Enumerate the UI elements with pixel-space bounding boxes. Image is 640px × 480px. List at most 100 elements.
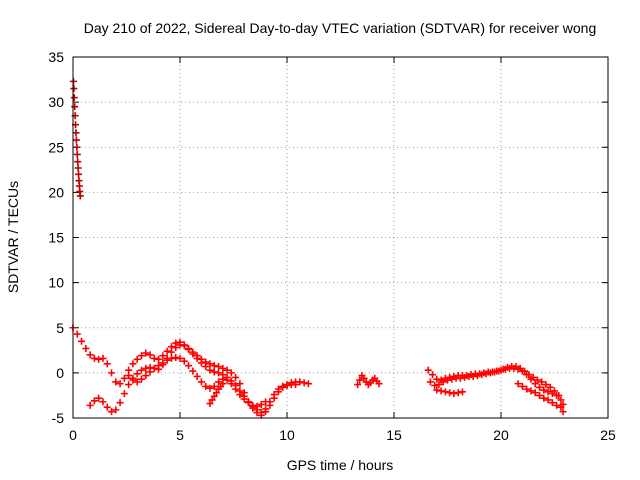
data-point	[279, 382, 287, 390]
data-point	[227, 369, 235, 377]
data-point	[426, 378, 434, 386]
data-point	[82, 345, 90, 353]
data-point	[433, 375, 441, 383]
data-point	[544, 396, 552, 404]
data-point	[103, 360, 111, 368]
data-point	[86, 351, 94, 359]
data-point	[456, 374, 464, 382]
x-tick-label: 20	[493, 427, 509, 443]
data-point	[503, 363, 511, 371]
data-point	[146, 368, 154, 376]
data-point	[197, 378, 205, 386]
data-point	[189, 350, 197, 358]
data-point	[72, 129, 80, 137]
data-point	[431, 382, 439, 390]
data-point	[95, 394, 103, 402]
data-point	[557, 396, 565, 404]
data-point	[437, 387, 445, 395]
data-point	[202, 382, 210, 390]
data-point	[512, 363, 520, 371]
data-point	[514, 380, 522, 388]
data-point	[137, 352, 145, 360]
series-track-c	[125, 354, 270, 410]
data-point	[529, 373, 537, 381]
x-tick-label: 15	[386, 427, 402, 443]
data-point	[223, 366, 231, 374]
data-point	[159, 359, 167, 367]
data-point	[544, 388, 552, 396]
y-tick-label: 20	[48, 184, 64, 200]
data-point	[155, 355, 163, 363]
data-point	[70, 85, 78, 93]
data-point	[553, 401, 561, 409]
data-point	[76, 192, 84, 200]
data-point	[516, 364, 524, 372]
chart-title: Day 210 of 2022, Sidereal Day-to-day VTE…	[84, 20, 597, 36]
data-point	[523, 385, 531, 393]
data-point	[193, 372, 201, 380]
data-point	[433, 386, 441, 394]
data-point	[206, 384, 214, 392]
data-point	[129, 376, 137, 384]
plot-frame	[72, 56, 609, 419]
series-early-spike	[69, 77, 84, 200]
y-tick-label: 10	[48, 275, 64, 291]
data-point	[300, 379, 308, 387]
x-tick-label: 25	[600, 427, 616, 443]
data-point	[137, 375, 145, 383]
series-track-f	[426, 363, 563, 399]
data-point	[159, 352, 167, 360]
data-point	[473, 372, 481, 380]
data-point	[185, 345, 193, 353]
data-point	[167, 348, 175, 356]
data-point	[150, 354, 158, 362]
series-track-h	[514, 380, 567, 411]
data-point	[142, 364, 150, 372]
x-tick-label: 0	[69, 427, 77, 443]
data-point	[469, 372, 477, 380]
data-point	[253, 402, 261, 410]
series-track-d	[206, 380, 227, 408]
y-tick-label: -5	[52, 410, 65, 426]
data-point	[249, 401, 257, 409]
data-point	[74, 158, 82, 166]
data-point	[486, 369, 494, 377]
data-point	[71, 103, 79, 111]
data-point	[429, 371, 437, 379]
data-point	[90, 397, 98, 405]
data-point	[283, 382, 291, 390]
data-point	[215, 378, 223, 386]
grid	[73, 57, 608, 418]
data-point	[232, 385, 240, 393]
data-point	[304, 380, 312, 388]
data-point	[189, 367, 197, 375]
data-point	[210, 362, 218, 370]
data-point	[458, 388, 466, 396]
data-point	[215, 363, 223, 371]
data-point	[120, 390, 128, 398]
data-point	[454, 389, 462, 397]
data-point	[206, 366, 214, 374]
data-point	[448, 375, 456, 383]
data-point	[86, 401, 94, 409]
data-point	[555, 391, 563, 399]
data-point	[521, 367, 529, 375]
data-point	[99, 354, 107, 362]
data-point	[450, 390, 458, 398]
data-point	[112, 378, 120, 386]
data-point	[180, 357, 188, 365]
data-point	[163, 347, 171, 355]
data-point	[75, 170, 83, 178]
data-point	[208, 396, 216, 404]
data-point	[74, 164, 82, 172]
data-point	[531, 389, 539, 397]
data-point	[441, 388, 449, 396]
y-tick-label: 0	[56, 365, 64, 381]
data-point	[155, 362, 163, 370]
data-point	[108, 369, 116, 377]
data-point	[236, 391, 244, 399]
data-point	[206, 400, 214, 408]
data-point	[116, 399, 124, 407]
series-cluster-13h	[354, 372, 383, 389]
